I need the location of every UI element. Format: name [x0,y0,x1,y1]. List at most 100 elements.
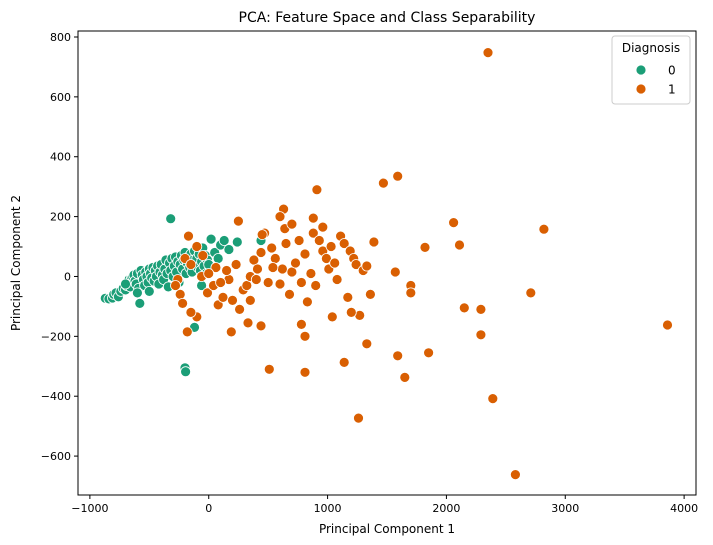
data-point-class-1-65 [293,235,305,246]
data-point-class-0-81 [212,253,224,264]
legend-marker-1 [635,83,647,95]
data-point-class-1-53 [252,263,263,275]
data-point-class-1-7 [454,239,465,251]
data-point-class-1-71 [310,280,322,291]
data-point-class-1-13 [458,302,470,314]
data-point-class-0-93 [131,287,143,299]
data-point-class-1-32 [181,326,193,338]
data-point-class-1-57 [266,242,278,254]
legend: Diagnosis 0 1 [611,35,691,105]
x-tick-label: 4000 [670,502,698,515]
data-point-class-1-90 [274,211,286,223]
data-point-class-1-20 [392,350,404,362]
data-point-class-1-59 [274,278,286,290]
data-point-class-1-99 [232,215,244,227]
data-point-class-1-6 [538,223,550,235]
data-point-class-1-14 [475,303,487,315]
data-point-class-1-58 [269,253,281,264]
data-point-class-1-0 [482,47,494,58]
x-tick-label: 1000 [314,502,342,515]
data-point-class-1-70 [307,227,319,239]
data-point-class-1-88 [364,288,376,300]
data-point-class-1-54 [255,247,267,258]
data-point-class-0-84 [223,244,235,255]
data-point-class-1-28 [242,317,254,329]
data-point-class-1-68 [301,296,313,308]
data-point-class-1-35 [177,297,189,309]
data-point-class-1-25 [263,363,275,375]
data-point-class-0-92 [143,285,155,297]
data-point-class-0-94 [120,278,131,290]
data-point-class-1-60 [276,263,288,275]
data-point-class-1-104 [197,250,209,261]
data-point-class-1-84 [350,259,362,270]
data-point-class-1-17 [487,393,499,405]
plot-area [99,47,673,481]
data-point-class-1-19 [423,347,435,359]
y-tick-label: −200 [41,330,71,343]
x-tick-label: −1000 [71,502,108,515]
data-point-class-1-78 [331,274,343,285]
data-point-class-1-76 [325,241,337,252]
data-point-class-1-72 [313,235,325,246]
data-point-class-1-44 [212,299,224,311]
data-point-class-1-94 [326,311,338,323]
data-point-class-1-89 [368,236,380,248]
data-point-class-1-101 [215,277,227,288]
data-point-class-1-31 [185,306,197,318]
y-tick-label: −600 [41,450,71,463]
data-point-class-1-66 [295,277,307,288]
data-point-class-1-81 [342,291,354,303]
data-point-class-0-83 [218,235,230,246]
legend-title: Diagnosis [622,41,680,55]
data-point-class-1-64 [290,257,301,269]
data-point-class-1-2 [377,177,389,189]
chart-title: PCA: Feature Space and Class Separabilit… [239,10,536,26]
data-point-class-0-79 [205,233,217,245]
data-point-class-1-96 [295,318,307,330]
data-point-class-1-38 [185,259,197,270]
legend-marker-0 [635,64,647,76]
data-point-class-1-16 [662,319,673,331]
data-point-class-1-9 [389,266,401,278]
data-point-class-1-33 [174,288,186,300]
data-point-class-1-40 [183,230,194,242]
data-point-class-1-80 [338,238,350,249]
data-point-class-1-45 [217,291,229,303]
data-point-class-1-23 [338,356,350,368]
data-point-class-1-67 [299,248,311,260]
y-tick-label: 200 [50,211,71,224]
data-point-class-1-42 [202,287,213,299]
data-point-class-0-87 [165,213,177,225]
data-point-class-1-50 [241,280,253,291]
data-point-class-1-1 [392,170,404,182]
data-point-class-1-39 [191,241,203,252]
data-point-class-1-108 [230,259,242,270]
axes: −1000 0 1000 2000 3000 4000−600−400−200020040… [41,31,698,515]
y-tick-label: 600 [50,91,71,104]
data-point-class-1-102 [210,262,222,273]
data-point-class-1-21 [399,371,411,383]
data-point-class-1-69 [305,268,317,279]
data-point-class-0-20 [134,297,146,309]
data-point-class-1-98 [250,274,262,285]
x-tick-label: 3000 [551,502,579,515]
legend-label-1: 1 [668,83,676,97]
data-point-class-1-11 [405,287,417,299]
data-point-class-1-77 [329,257,341,269]
data-point-class-1-100 [221,265,233,276]
data-point-class-1-107 [244,294,256,306]
data-point-class-0-85 [231,236,243,248]
data-point-class-1-56 [262,277,274,288]
data-point-class-1-91 [286,218,298,230]
data-point-class-1-63 [286,266,298,278]
data-point-class-1-26 [299,366,311,378]
data-point-class-1-106 [267,262,279,273]
data-point-class-1-95 [345,306,357,318]
data-point-class-1-5 [448,217,460,229]
data-point-class-1-87 [361,260,373,272]
data-point-class-1-74 [320,253,332,264]
data-point-class-1-24 [353,412,364,424]
